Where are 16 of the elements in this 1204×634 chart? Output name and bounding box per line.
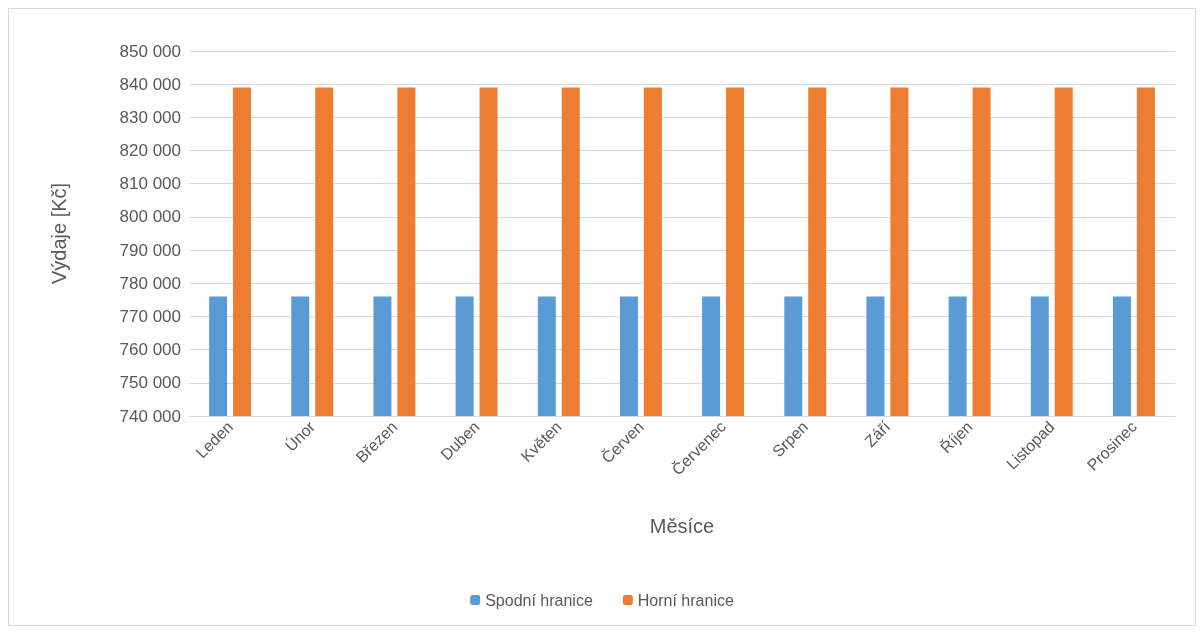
y-tick-label: 780 000 [119, 273, 181, 293]
y-tick-label: 800 000 [119, 207, 181, 227]
y-tick-label: 760 000 [119, 340, 181, 360]
y-tick-label: 810 000 [119, 174, 181, 194]
y-tick-label: 770 000 [119, 306, 181, 326]
y-tick-label: 850 000 [119, 41, 181, 61]
y-tick-label: 840 000 [119, 74, 181, 94]
x-axis-title: Měsíce [649, 515, 715, 537]
y-tick-label: 820 000 [119, 141, 181, 161]
y-tick-label: 830 000 [119, 107, 181, 127]
y-tick-label: 740 000 [119, 406, 181, 426]
y-tick-label: 750 000 [119, 373, 181, 393]
y-tick-label: 790 000 [119, 240, 181, 260]
legend-label: Horní hranice [637, 591, 734, 609]
y-axis-title: Výdaje [Kč] [48, 182, 70, 285]
legend-label: Spodní hranice [485, 591, 593, 609]
